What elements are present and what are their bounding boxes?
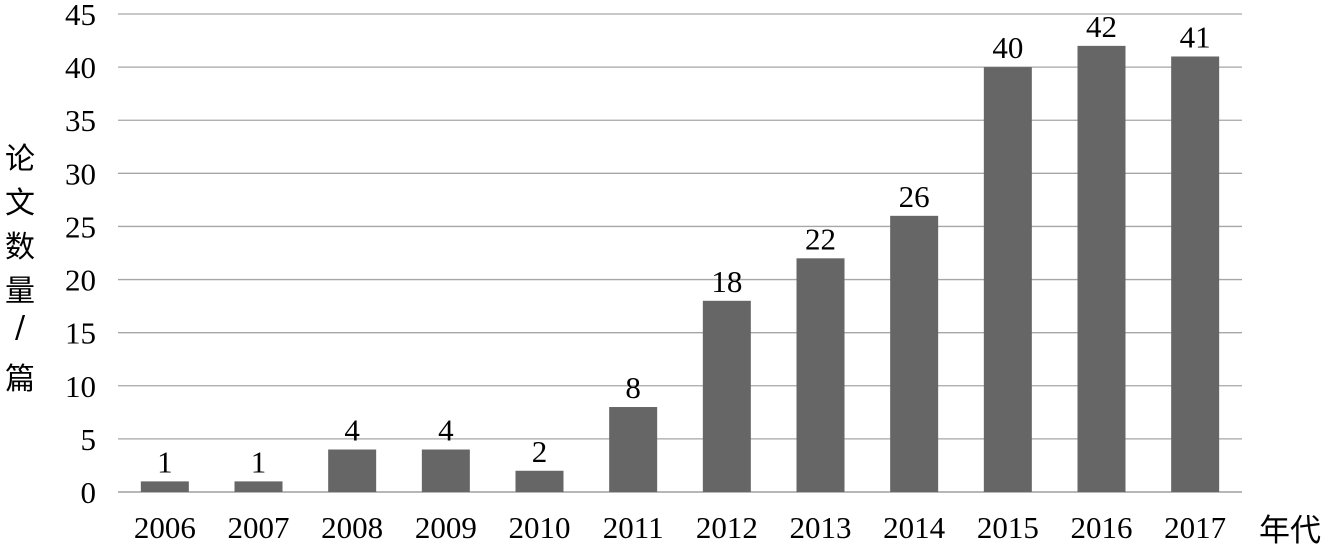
y-axis-label-char: 文: [5, 186, 35, 221]
y-tick-label: 45: [65, 0, 96, 32]
bar: [983, 67, 1032, 492]
y-axis-label-char: /: [14, 310, 26, 345]
data-label: 8: [625, 370, 641, 405]
y-tick-label: 30: [65, 156, 96, 191]
y-tick-label: 40: [65, 50, 96, 85]
x-tick-label: 2014: [883, 510, 946, 545]
data-label: 26: [899, 179, 930, 214]
y-axis-label-char: 篇: [5, 362, 35, 397]
data-label: 22: [805, 221, 836, 256]
bar: [140, 481, 189, 492]
data-label: 2: [532, 434, 548, 469]
x-axis-label: 年代: [1259, 513, 1321, 548]
bar: [1171, 56, 1220, 492]
x-tick-labels: 2006 2007 2008 2009 2010 2011 2012 2013 2014 2015…: [134, 510, 1226, 545]
x-tick-label: 2007: [228, 510, 290, 545]
x-tick-label: 2010: [509, 510, 571, 545]
y-tick-label: 0: [81, 475, 97, 510]
data-label: 4: [344, 413, 360, 448]
y-tick-label: 15: [65, 316, 96, 351]
x-tick-label: 2013: [790, 510, 852, 545]
gridlines: [118, 13, 1242, 493]
bar: [234, 481, 283, 492]
bar: [328, 449, 377, 492]
bar: [515, 470, 564, 492]
data-label: 42: [1086, 9, 1117, 44]
x-tick-label: 2017: [1164, 510, 1226, 545]
data-label: 1: [251, 444, 267, 479]
x-tick-label: 2006: [134, 510, 196, 545]
data-label: 40: [992, 30, 1023, 65]
y-tick-label: 20: [65, 263, 96, 298]
y-tick-label: 5: [81, 422, 97, 457]
x-tick-label: 2009: [415, 510, 477, 545]
bar: [421, 449, 470, 492]
x-tick-label: 2008: [321, 510, 383, 545]
x-tick-label: 2011: [603, 510, 664, 545]
y-axis-label-char: 量: [5, 274, 35, 309]
data-label: 4: [438, 413, 454, 448]
bar: [890, 215, 939, 493]
y-tick-label: 10: [65, 369, 96, 404]
bar: [796, 258, 845, 492]
x-tick-label: 2016: [1071, 510, 1133, 545]
y-tick-labels: 0 5 10 15 20 25 30 35 40 45: [65, 0, 96, 510]
y-axis-label-char: 数: [5, 230, 35, 265]
data-label: 18: [711, 264, 742, 299]
bar: [702, 300, 751, 492]
x-tick-label: 2012: [696, 510, 758, 545]
data-label: 1: [157, 444, 173, 479]
bar: [1077, 45, 1126, 492]
y-axis-label: 论文数量 / 篇: [0, 0, 40, 548]
bars: [140, 45, 1220, 493]
y-tick-label: 35: [65, 103, 96, 138]
x-tick-label: 2015: [977, 510, 1039, 545]
data-label: 41: [1180, 19, 1211, 54]
y-axis-label-char: 论: [5, 142, 35, 177]
y-tick-label: 25: [65, 209, 96, 244]
bar: [609, 407, 658, 492]
